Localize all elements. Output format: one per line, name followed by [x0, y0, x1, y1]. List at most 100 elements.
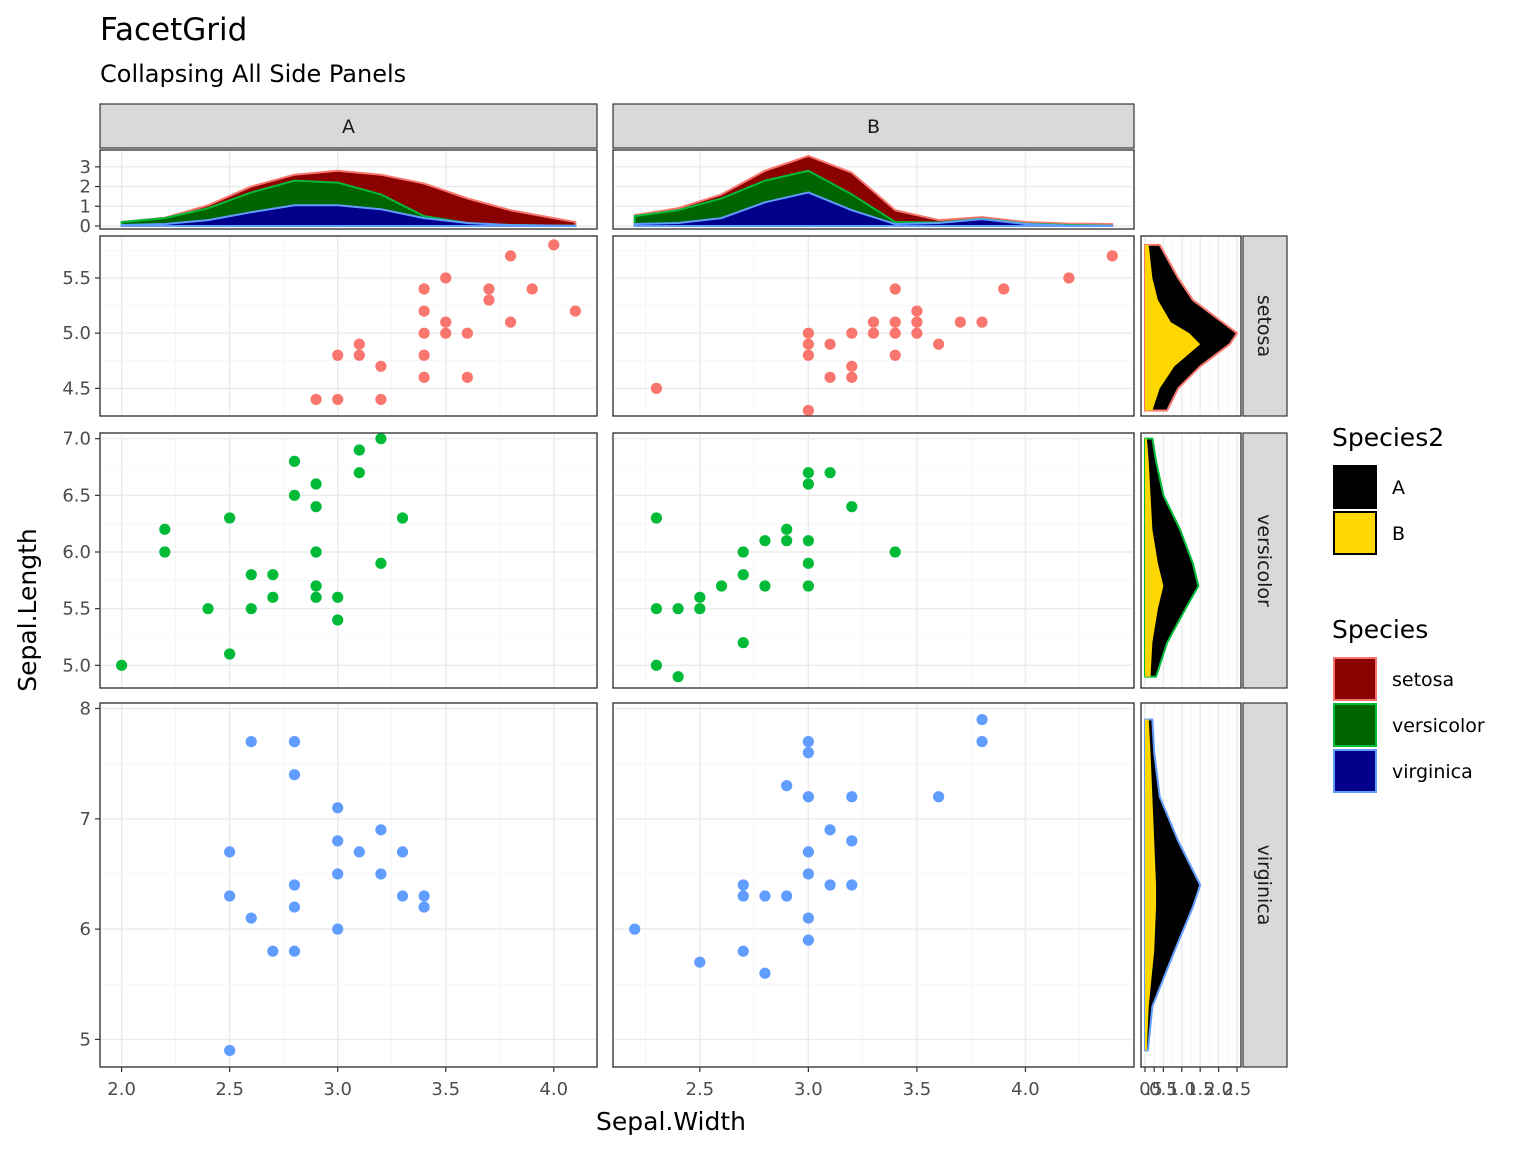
right-density-x-tick-label: 2.5 — [1223, 1079, 1252, 1100]
scatter-point-virginica — [824, 824, 836, 836]
legend-key-B — [1333, 511, 1377, 555]
scatter-point-virginica — [737, 879, 749, 891]
right-density-A-versicolor — [1144, 437, 1200, 678]
panel-border — [612, 702, 1135, 1068]
scatter-point-virginica — [224, 1044, 236, 1057]
scatter-point-versicolor — [116, 659, 128, 671]
scatter-point-setosa — [802, 349, 814, 361]
right-density-x-tick-label: .5 — [1146, 1079, 1163, 1100]
scatter-point-versicolor — [802, 580, 814, 592]
y-tick-label: 5 — [80, 1029, 91, 1050]
scatter-point-setosa — [867, 327, 880, 339]
y-tick-label: 6.0 — [62, 542, 91, 563]
legend-species: Species setosa versicolor virginica — [1332, 615, 1485, 793]
scatter-point-versicolor — [159, 546, 171, 558]
scatter-point-virginica — [976, 713, 988, 726]
scatter-point-versicolor — [802, 467, 814, 479]
scatter-point-setosa — [332, 393, 344, 406]
x-tick-label: 2.5 — [215, 1079, 244, 1100]
y-tick-label: 7 — [80, 809, 91, 830]
scatter-point-virginica — [802, 791, 814, 803]
scatter-panel-B-versicolor — [612, 432, 1135, 689]
scatter-point-virginica — [332, 835, 344, 847]
scatter-point-virginica — [332, 868, 344, 880]
panel-border — [99, 149, 598, 230]
panel-border — [612, 432, 1135, 689]
right-density-x-tick-label: 0 — [1139, 1079, 1150, 1100]
scatter-point-versicolor — [332, 614, 344, 626]
scatter-point-virginica — [846, 791, 858, 803]
scatter-point-setosa — [846, 327, 858, 339]
scatter-point-versicolor — [353, 444, 365, 456]
scatter-point-versicolor — [288, 455, 301, 467]
y-tick-label: 5.5 — [62, 599, 91, 620]
scatter-point-versicolor — [375, 433, 387, 445]
scatter-point-setosa — [332, 349, 344, 361]
scatter-point-virginica — [332, 802, 344, 814]
x-tick-label: 3.5 — [431, 1079, 460, 1100]
legend-label: B — [1392, 523, 1405, 545]
facet-panels: A2.0 2.5 3.0 3.5 4.0B2.5 3.0 3.5 4.04.55.05.55.… — [62, 103, 1288, 1100]
top-density-virginica — [633, 191, 1114, 227]
scatter-point-virginica — [224, 846, 236, 858]
panel-border — [612, 235, 1135, 417]
scatter-point-setosa — [461, 327, 473, 339]
facet-strip-versicolor — [1242, 432, 1288, 689]
scatter-point-versicolor — [650, 603, 663, 615]
scatter-point-setosa — [548, 239, 560, 251]
scatter-point-virginica — [781, 890, 793, 902]
scatter-point-virginica — [759, 967, 771, 979]
scatter-point-virginica — [802, 747, 814, 759]
legend-label: A — [1392, 477, 1405, 499]
facet-strip-label-virginica: virginica — [1253, 845, 1275, 926]
legend-title: Species2 — [1332, 423, 1444, 452]
panel-border — [99, 235, 598, 417]
scatter-point-versicolor — [781, 535, 793, 547]
scatter-point-virginica — [824, 879, 836, 891]
scatter-point-virginica — [245, 912, 257, 924]
scatter-point-versicolor — [159, 523, 171, 535]
scatter-point-setosa — [375, 393, 387, 406]
legend-key-A — [1333, 465, 1377, 509]
scatter-point-setosa — [889, 349, 901, 361]
scatter-point-virginica — [846, 835, 858, 847]
right-density-B-setosa — [1145, 244, 1201, 411]
legend-label: virginica — [1392, 761, 1473, 783]
scatter-point-virginica — [353, 846, 365, 858]
legend-species2: Species2 A B — [1332, 423, 1444, 555]
scatter-point-versicolor — [245, 569, 257, 581]
scatter-point-virginica — [759, 890, 771, 902]
legend-title: Species — [1332, 615, 1428, 644]
y-tick-label: 5.5 — [62, 268, 91, 289]
scatter-point-setosa — [440, 272, 452, 284]
scatter-point-versicolor — [310, 546, 322, 558]
facet-strip-virginica — [1242, 702, 1288, 1068]
scatter-point-versicolor — [694, 603, 706, 615]
scatter-point-virginica — [396, 846, 409, 858]
top-density-y-tick-label: 0 — [80, 216, 91, 237]
scatter-panel-A-versicolor — [99, 432, 598, 689]
facet-strip-label-B: B — [867, 116, 880, 138]
scatter-point-setosa — [375, 360, 387, 372]
scatter-point-setosa — [954, 316, 966, 328]
panel-border — [1140, 432, 1242, 689]
scatter-point-setosa — [569, 305, 581, 317]
scatter-point-versicolor — [353, 467, 365, 479]
scatter-point-versicolor — [694, 591, 706, 603]
scatter-point-setosa — [911, 327, 923, 339]
scatter-point-versicolor — [737, 569, 749, 581]
chart-title: FacetGrid — [100, 12, 247, 48]
scatter-point-versicolor — [781, 523, 793, 535]
scatter-point-virginica — [694, 956, 706, 968]
scatter-point-virginica — [846, 879, 858, 891]
legend-label: setosa — [1392, 669, 1454, 691]
scatter-point-setosa — [504, 250, 517, 262]
x-tick-label: 3.0 — [323, 1079, 352, 1100]
chart-subtitle: Collapsing All Side Panels — [100, 60, 406, 88]
panel-border — [1140, 702, 1242, 1068]
scatter-point-versicolor — [224, 512, 236, 524]
scatter-point-versicolor — [824, 467, 836, 479]
y-tick-label: 8 — [80, 699, 91, 720]
scatter-point-virginica — [933, 791, 945, 803]
legends: Species2 A B Species setosa versicolor virgini… — [1332, 423, 1485, 793]
